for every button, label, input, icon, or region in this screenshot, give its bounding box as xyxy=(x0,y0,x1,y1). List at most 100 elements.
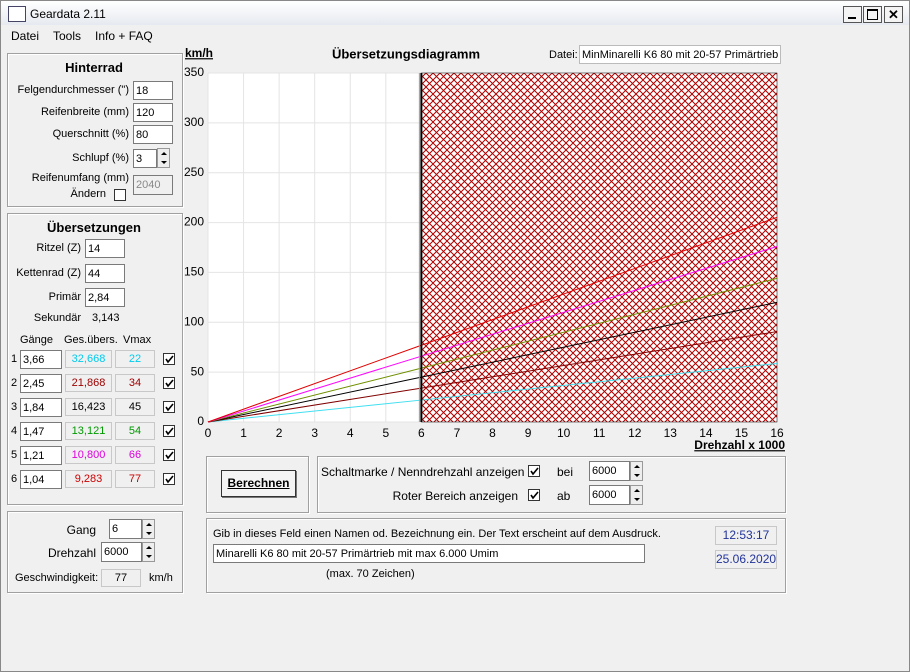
field-input[interactable]: 44 xyxy=(85,263,125,283)
x-tick-label: 13 xyxy=(664,426,678,440)
chart: km/h Übersetzungsdiagramm Drehzahl x 100… xyxy=(184,46,785,452)
column-header: Ges.übers. xyxy=(64,334,118,346)
field-input[interactable]: 120 xyxy=(133,103,173,122)
gear-checkbox[interactable] xyxy=(163,425,175,437)
option-spinner[interactable] xyxy=(630,485,643,505)
menu-item[interactable]: Info + FAQ xyxy=(95,29,153,43)
chart-title: Übersetzungsdiagramm xyxy=(332,46,480,61)
gear-ratio[interactable]: 1,21 xyxy=(20,446,62,465)
x-tick-label: 3 xyxy=(311,426,318,440)
gear-number: 4 xyxy=(11,425,18,437)
field-label: Geschwindigkeit: xyxy=(15,572,99,584)
x-tick-label: 15 xyxy=(735,426,749,440)
datei-field: MinMinarelli K6 80 mit 20-57 Primärtrieb… xyxy=(579,45,781,64)
uebersetzungen-panel xyxy=(7,213,183,505)
y-tick-label: 0 xyxy=(197,414,204,428)
y-tick-label: 50 xyxy=(191,364,205,378)
gang-field[interactable]: 6 xyxy=(109,519,142,539)
menu-item[interactable]: Datei xyxy=(11,29,40,43)
drehzahl-spinner[interactable] xyxy=(142,542,155,562)
gear-ratio[interactable]: 1,04 xyxy=(20,470,62,489)
option-spinner[interactable] xyxy=(630,461,643,481)
gear-ratio[interactable]: 2,45 xyxy=(20,374,62,393)
speed-unit: km/h xyxy=(149,572,173,584)
x-tick-label: 11 xyxy=(593,426,606,440)
field-input[interactable]: 3 xyxy=(133,149,157,168)
maximize-button[interactable] xyxy=(863,6,882,23)
schlupf-spinner[interactable] xyxy=(157,148,170,168)
x-tick-label: 14 xyxy=(699,426,713,440)
check-mark xyxy=(165,451,174,460)
check-mark xyxy=(165,379,174,388)
close-button[interactable]: ✕ xyxy=(884,6,903,23)
field-label: Sekundär xyxy=(33,312,81,324)
button-panel xyxy=(206,456,309,513)
option-checkbox[interactable] xyxy=(528,489,540,501)
y-axis-label: km/h xyxy=(185,46,213,60)
option-field[interactable]: 6000 xyxy=(589,461,630,481)
y-tick-label: 300 xyxy=(184,115,204,129)
check-mark xyxy=(165,355,174,364)
field-label: Gang xyxy=(66,523,96,537)
app-icon xyxy=(8,6,26,22)
check-mark xyxy=(165,475,174,484)
field-input[interactable]: 80 xyxy=(133,125,173,144)
option-label: Roter Bereich anzeigen xyxy=(392,489,518,503)
x-tick-label: 16 xyxy=(770,426,784,440)
note-hint: Gib in dieses Feld einen Namen od. Bezei… xyxy=(213,528,661,540)
drehzahl-field[interactable]: 6000 xyxy=(101,542,142,562)
hinterrad-panel xyxy=(7,53,183,207)
field-label: Querschnitt (%) xyxy=(52,128,129,140)
x-tick-label: 8 xyxy=(489,426,496,440)
red-zone xyxy=(421,72,778,423)
gear-checkbox[interactable] xyxy=(163,377,175,389)
field-label: Reifenbreite (mm) xyxy=(40,106,129,118)
x-tick-label: 1 xyxy=(240,426,247,440)
x-tick-label: 10 xyxy=(557,426,571,440)
field-label: Ritzel (Z) xyxy=(36,242,81,254)
gear-checkbox[interactable] xyxy=(163,449,175,461)
note-field[interactable]: Minarelli K6 80 mit 20-57 Primärtrieb mi… xyxy=(213,544,645,563)
check-mark xyxy=(530,467,539,476)
gear-checkbox[interactable] xyxy=(163,401,175,413)
minimize-button[interactable] xyxy=(843,6,862,23)
gear-vmax: 22 xyxy=(115,350,155,368)
note-limit: (max. 70 Zeichen) xyxy=(326,568,415,580)
berechnen-button[interactable]: Berechnen xyxy=(221,470,296,497)
field-input[interactable]: 14 xyxy=(85,239,125,258)
gear-ratio[interactable]: 1,47 xyxy=(20,422,62,441)
gear-vmax: 77 xyxy=(115,470,155,488)
option-field[interactable]: 6000 xyxy=(589,485,630,505)
datei-label: Datei: xyxy=(549,49,578,61)
field-label: Drehzahl xyxy=(47,546,96,560)
x-tick-label: 4 xyxy=(347,426,354,440)
field-input[interactable]: 2,84 xyxy=(85,288,125,307)
panel-title: Hinterrad xyxy=(65,60,123,75)
option-checkbox[interactable] xyxy=(528,465,540,477)
aendern-checkbox[interactable] xyxy=(114,189,126,201)
gang-panel xyxy=(7,511,183,593)
gang-spinner[interactable] xyxy=(142,519,155,539)
field-input[interactable]: 18 xyxy=(133,81,173,100)
gear-number: 6 xyxy=(11,473,18,485)
time: 12:53:17 xyxy=(715,526,777,545)
x-tick-label: 7 xyxy=(454,426,461,440)
gear-total: 16,423 xyxy=(65,398,112,416)
y-tick-label: 100 xyxy=(184,314,204,328)
gear-total: 9,283 xyxy=(65,470,112,488)
field-label: Felgendurchmesser (") xyxy=(17,84,130,96)
gear-total: 21,868 xyxy=(65,374,112,392)
x-axis-label: Drehzahl x 1000 xyxy=(694,438,785,452)
gear-checkbox[interactable] xyxy=(163,473,175,485)
menu-item[interactable]: Tools xyxy=(53,29,82,43)
date: 25.06.2020 xyxy=(715,550,777,569)
option-prep: bei xyxy=(557,465,574,479)
gear-number: 2 xyxy=(11,377,18,389)
panel-title: Übersetzungen xyxy=(47,220,141,235)
gear-ratio[interactable]: 1,84 xyxy=(20,398,62,417)
y-tick-label: 200 xyxy=(184,215,204,229)
gear-checkbox[interactable] xyxy=(163,353,175,365)
gear-ratio[interactable]: 3,66 xyxy=(20,350,62,369)
x-tick-label: 12 xyxy=(628,426,642,440)
window-title: Geardata 2.11 xyxy=(30,7,106,21)
